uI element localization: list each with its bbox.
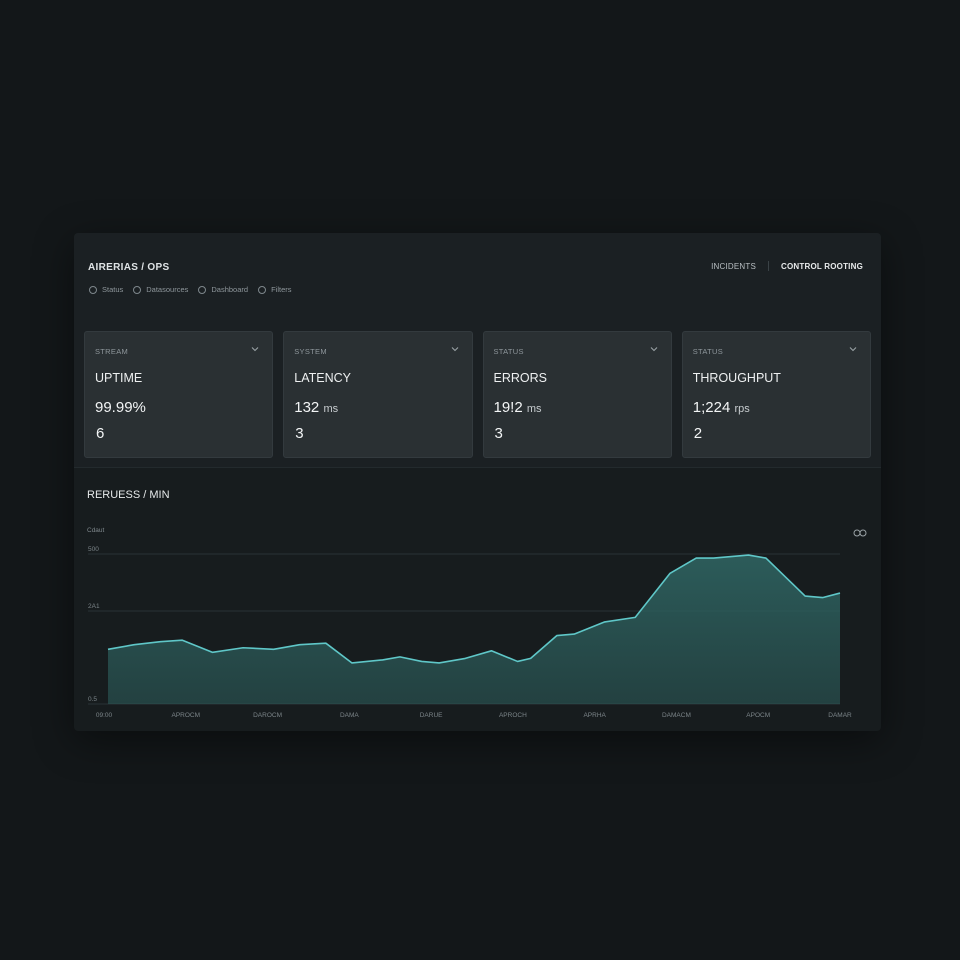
filter-dashboard[interactable]: Dashboard [198,285,248,294]
x-tick-label: APRHA [583,712,606,719]
metric-card-errors[interactable]: STATUS ERRORS 19!2 ms 3 [482,331,672,458]
metric-cards: STREAM UPTIME 99.99% 6 SYSTEM LATENCY 13… [84,331,871,458]
x-tick-label: DARUE [420,712,443,719]
chevron-down-icon[interactable] [649,344,659,354]
card-value-number: 132 [294,399,320,416]
y-tick-label: 0.5 [88,696,97,703]
filter-label: Filters [271,285,292,294]
y-tick-label: 2A1 [88,603,100,610]
filter-label: Dashboard [211,285,249,294]
filter-label: Datasources [146,285,189,294]
card-value: 19!2 ms [494,399,542,416]
card-kicker: STREAM [95,347,129,356]
dashboard-panel: AIRERIAS / OPS INCIDENTS CONTROL ROOTING… [74,233,881,731]
card-value-number: 1;224 [692,399,731,416]
chevron-down-icon[interactable] [250,344,260,354]
requests-area-chart: 500 2A1 0.5 09:00 APROCM DAROCM DAMA DARUE APROC… [88,546,852,719]
card-unit: ms [323,403,339,415]
card-value: 1;224 rps [693,399,750,416]
metric-card-latency[interactable]: SYSTEM LATENCY 132 ms 3 [283,331,473,458]
chart-subtitle: Cdaut [87,527,105,534]
filter-filters[interactable]: Filters [258,285,292,294]
card-kicker: STATUS [493,347,524,356]
filter-datasources[interactable]: Datasources [133,285,188,294]
radio-icon [133,285,142,294]
card-title: LATENCY [294,371,351,385]
incidents-link[interactable]: INCIDENTS [711,261,757,271]
x-tick-label: APOCM [746,712,770,719]
radio-icon [258,285,267,294]
card-kicker: STATUS [692,347,724,356]
radio-icon [198,285,207,294]
card-unit: ms [526,403,542,415]
card-title: ERRORS [493,371,547,385]
card-kicker: SYSTEM [294,347,327,356]
top-actions: INCIDENTS CONTROL ROOTING [711,261,863,271]
metric-card-uptime[interactable]: STREAM UPTIME 99.99% 6 [84,331,274,458]
x-tick-label: DAMAR [828,712,852,719]
x-tick-label: APROCM [172,712,201,719]
filter-status[interactable]: Status [89,285,123,294]
card-unit: rps [734,403,750,415]
card-count: 3 [295,425,304,442]
card-value-number: 99.99% [95,399,146,416]
metric-card-throughput[interactable]: STATUS THROUGHPUT 1;224 rps 2 [681,331,871,458]
card-count: 3 [494,425,503,442]
chevron-down-icon[interactable] [848,344,858,354]
filter-bar: Status Datasources Dashboard Filters [89,285,292,294]
series-line [107,554,841,664]
settings-icon[interactable] [853,528,867,538]
area-fill [108,555,840,704]
top-divider [768,261,770,271]
card-title: THROUGHPUT [692,371,781,385]
y-tick-label: 500 [88,546,99,553]
control-rooting-button[interactable]: CONTROL ROOTING [781,261,863,271]
app-title: AIRERIAS / OPS [88,262,170,273]
chart-title: RERUESS / MIN [87,489,170,501]
card-count: 6 [96,425,105,442]
card-value-number: 19!2 [493,399,523,416]
requests-chart-panel: RERUESS / MIN Cdaut 500 2A1 0.5 09:00 APROCM… [74,467,881,731]
filter-label: Status [102,285,124,294]
radio-icon [89,285,97,294]
card-count: 2 [693,425,703,442]
card-value: 132 ms [294,399,338,416]
x-tick-label: DAROCM [253,712,282,719]
card-title: UPTIME [95,371,143,385]
chevron-down-icon[interactable] [450,344,460,354]
x-tick-label: APROCH [499,712,527,719]
card-value: 99.99% [95,399,146,416]
x-tick-label: 09:00 [96,712,113,719]
x-tick-label: DAMA [340,712,359,719]
x-tick-label: DAMACM [662,712,691,719]
